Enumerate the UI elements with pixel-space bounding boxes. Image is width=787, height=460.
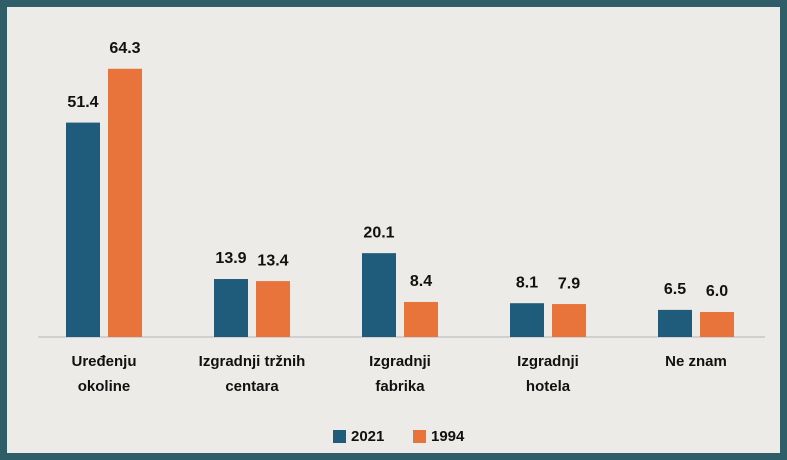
legend-label: 1994 [431,428,465,445]
bar [108,68,142,337]
data-label: 51.4 [67,94,98,111]
data-label: 6.0 [706,283,728,300]
data-label: 8.1 [516,274,538,291]
bar [552,304,586,337]
data-label: 20.1 [363,224,394,241]
bar [256,281,290,337]
x-tick-label: Izgradnji fabrika [369,353,431,395]
legend-swatch [413,430,426,443]
legend-swatch [333,430,346,443]
x-tick-label: Izgradnji tržnih centara [199,353,306,395]
bar [66,122,100,338]
bar [700,311,734,337]
data-label: 8.4 [410,273,432,290]
bar [214,279,248,337]
bar [510,303,544,337]
x-tick-label: Uređenju okoline [71,353,136,395]
data-label: 7.9 [558,275,580,292]
data-label: 6.5 [664,281,686,298]
data-label: 13.9 [215,250,246,267]
legend-label: 2021 [351,428,384,445]
x-tick-label: Ne znam [665,353,727,370]
data-label: 13.4 [257,252,288,269]
x-tick-label: Izgradnji hotela [517,353,579,395]
bar [362,253,396,337]
data-label: 64.3 [109,40,140,57]
bar [404,301,438,337]
bar [658,309,692,337]
